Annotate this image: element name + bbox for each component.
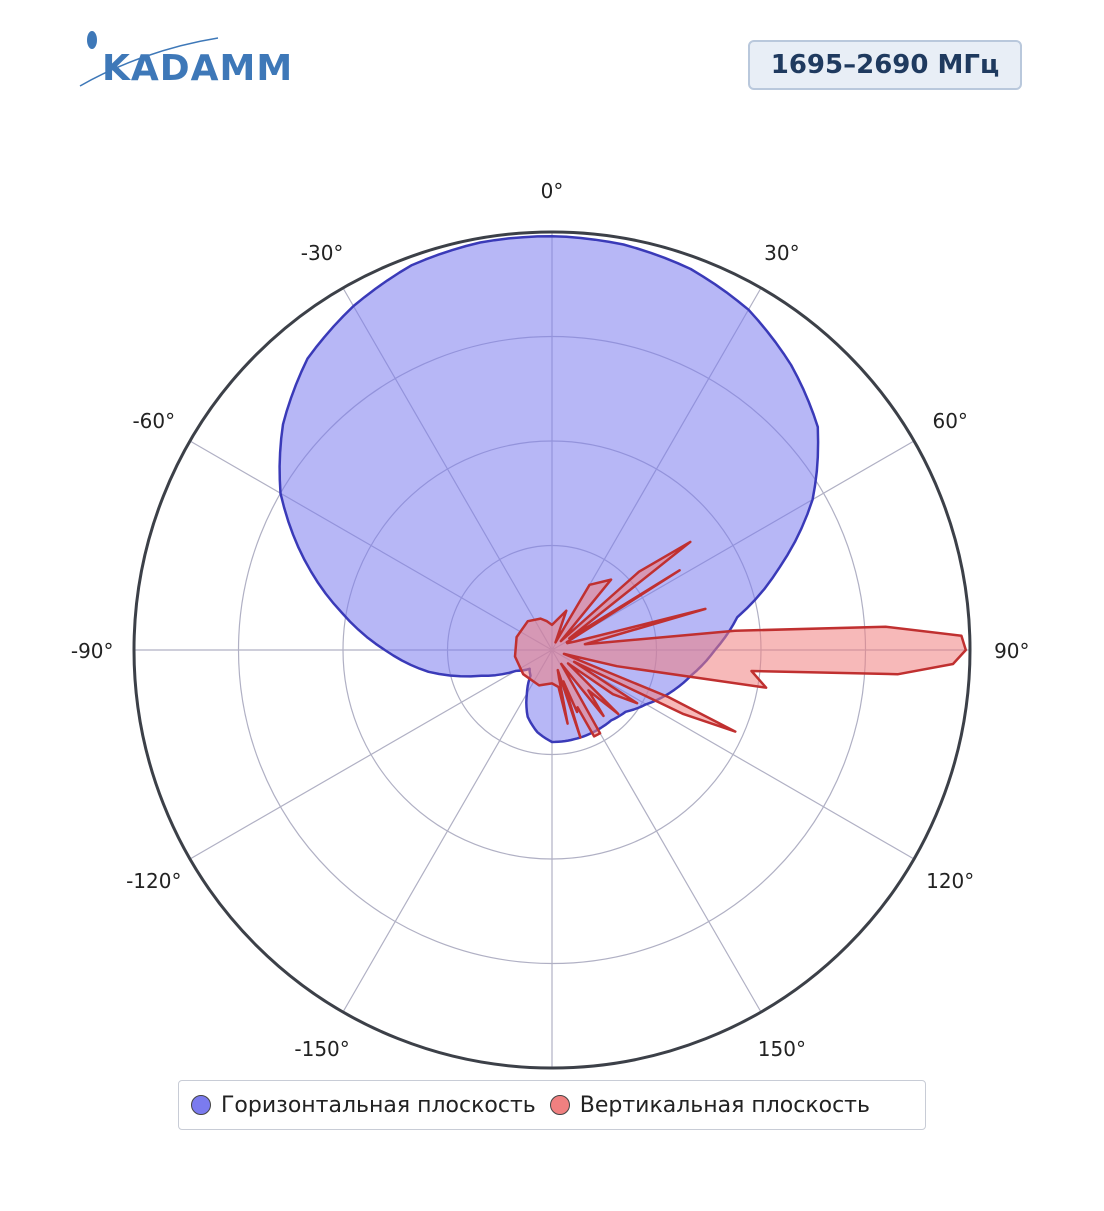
legend-item-horizontal[interactable]: Горизонтальная плоскость (191, 1093, 536, 1118)
angular-tick-label: -30° (301, 241, 344, 265)
logo-mark-icon (79, 31, 219, 87)
angular-tick-label: 60° (932, 409, 967, 433)
angular-tick-label: 90° (994, 639, 1029, 663)
angular-tick-label: 120° (926, 869, 974, 893)
angular-grid-line (342, 649, 553, 1013)
angular-tick-label: -150° (294, 1037, 349, 1061)
polar-outer-circle (132, 230, 972, 1070)
angular-tick-label: 30° (764, 241, 799, 265)
legend-label-horizontal: Горизонтальная плоскость (221, 1092, 536, 1118)
brand-logo: KADAMM (78, 24, 292, 94)
chart-legend: Горизонтальная плоскость Вертикальная пл… (178, 1080, 926, 1130)
angular-grid-line (189, 649, 553, 860)
angular-tick-label: -90° (71, 639, 114, 663)
legend-swatch-horizontal (191, 1095, 211, 1115)
logo-text: KADAMM (102, 48, 294, 89)
angular-tick-label: 150° (758, 1037, 806, 1061)
angular-tick-label: 0° (541, 179, 564, 203)
legend-swatch-vertical (549, 1095, 570, 1115)
angular-tick-label: -60° (132, 409, 175, 433)
frequency-badge: 1695–2690 МГц (748, 40, 1022, 90)
angular-tick-label: -120° (126, 869, 181, 893)
legend-label-vertical: Вертикальная плоскость (579, 1092, 870, 1118)
legend-item-vertical[interactable]: Вертикальная плоскость (549, 1092, 870, 1118)
series-vertical-area (513, 540, 968, 739)
